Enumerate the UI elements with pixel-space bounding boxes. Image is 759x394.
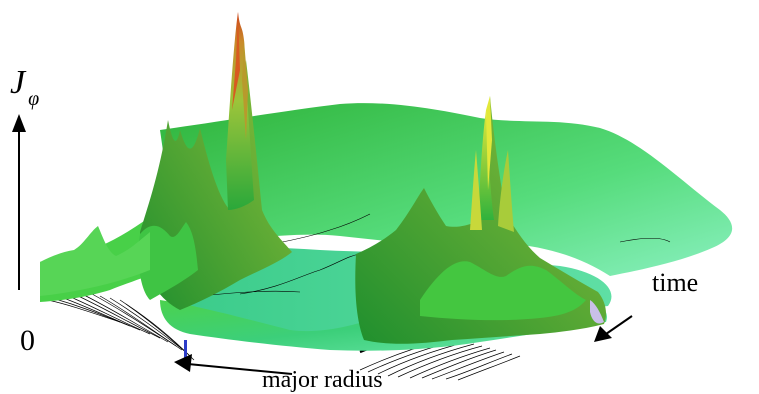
y-axis-subscript: φ [28,88,40,110]
surface-back [160,103,733,276]
time-axis-arrow [594,315,633,342]
radius-origin-marker [184,340,187,362]
surface-right-peak-third [498,150,514,232]
time-axis-label: time [652,268,699,297]
radius-axis-label: major radius [262,367,383,393]
surface-right-bumps [420,261,586,321]
surface-right-peaks [478,110,494,220]
surface-right-peak-tip [486,96,492,190]
surface-right-peak-small [470,150,482,230]
surface-peak-facet [242,40,248,140]
origin-label: 0 [20,324,35,357]
y-axis-arrow [12,114,26,290]
surface-left-bumps [138,222,198,300]
surface-edge-highlight [590,300,604,324]
y-axis-symbol: J [10,64,26,101]
surface-left-wave [40,226,150,296]
radius-axis-arrow [174,354,293,375]
surface-tall-peak [226,12,254,210]
surface-peak-tip [232,12,240,110]
